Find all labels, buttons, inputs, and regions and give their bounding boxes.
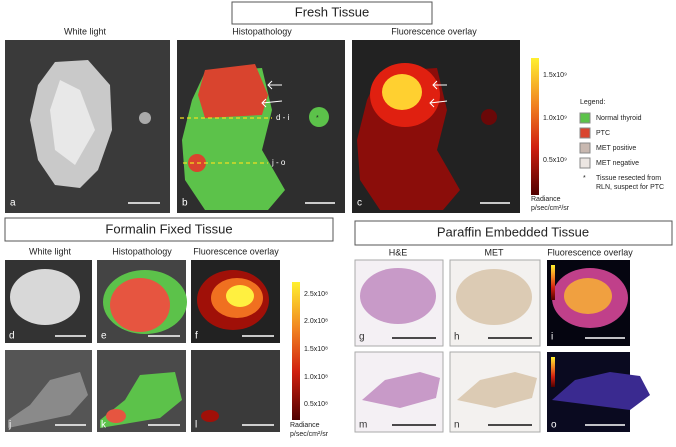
column-label: MET <box>485 247 505 257</box>
legend-title: Legend: <box>580 99 605 106</box>
tissue <box>456 269 532 325</box>
fluorescence <box>226 285 254 307</box>
legend-item: Normal thyroid <box>596 115 642 122</box>
legend-swatch <box>579 127 591 139</box>
colorbar-tick: 1.5x10⁸ <box>304 346 328 353</box>
column-label: Histopathology <box>232 26 292 36</box>
arrows <box>261 80 283 108</box>
ptc <box>106 409 126 423</box>
panel-b: * d - i j - o b <box>177 40 345 213</box>
colorbar <box>551 265 555 300</box>
fluorescence <box>382 74 422 110</box>
colorbar <box>551 357 555 387</box>
panel-letter: f <box>195 331 198 342</box>
tissue <box>50 80 95 165</box>
annotation: d - i <box>276 113 290 122</box>
section-title: Formalin Fixed Tissue <box>105 221 232 236</box>
panel-letter: n <box>454 420 460 431</box>
ptc <box>198 64 268 118</box>
legend-item: MET negative <box>596 160 639 167</box>
panel-letter: k <box>101 420 107 431</box>
column-label: Fluorescence overlay <box>193 246 279 256</box>
legend-swatch <box>579 142 591 154</box>
legend-item: MET positive <box>596 145 636 152</box>
tissue <box>139 112 151 124</box>
asterisk: * <box>316 115 319 122</box>
column-label: Histopathology <box>112 246 172 256</box>
section-box <box>231 1 433 25</box>
legend-symbol: * <box>583 175 586 182</box>
colorbar-tick: 1.0x10⁸ <box>304 374 328 381</box>
fluorescence <box>201 410 219 422</box>
colorbar-tick: 1.5x10⁹ <box>543 72 567 79</box>
annotation: j - o <box>271 158 286 167</box>
tissue <box>8 372 88 428</box>
section-title: Paraffin Embedded Tissue <box>437 224 589 239</box>
panel-letter: b <box>182 198 188 209</box>
panel-letter: l <box>195 420 197 431</box>
legend-note: Tissue resected from <box>596 175 661 182</box>
panel-letter: o <box>551 420 557 431</box>
colorbar <box>292 282 300 420</box>
fluorescence <box>552 372 650 410</box>
tissue <box>362 372 440 408</box>
ptc <box>110 278 170 332</box>
fluorescence <box>564 278 612 314</box>
colorbar <box>531 58 539 195</box>
panel-letter: i <box>551 332 553 343</box>
colorbar-caption: Radiance <box>531 196 561 203</box>
colorbar-tick: 2.0x10⁸ <box>304 318 328 325</box>
tissue <box>457 372 537 408</box>
panel-letter: d <box>9 331 15 342</box>
panel-letter: e <box>101 331 107 342</box>
tissue <box>360 268 436 324</box>
column-label: H&E <box>389 247 408 257</box>
colorbar-tick: 1.0x10⁹ <box>543 115 567 122</box>
column-label: Fluorescence overlay <box>391 26 477 36</box>
fluorescence <box>481 109 497 125</box>
arrows <box>429 80 448 108</box>
colorbar-caption: p/sec/cm²/sr <box>290 431 329 438</box>
colorbar-tick: 0.5x10⁹ <box>543 157 567 164</box>
panel-letter: h <box>454 332 460 343</box>
panel-letter: c <box>357 198 362 209</box>
column-label: Fluorescence overlay <box>547 247 633 257</box>
legend-swatch <box>579 112 591 124</box>
tissue <box>10 269 80 325</box>
panel-letter: a <box>10 198 16 209</box>
colorbar-tick: 2.5x10⁸ <box>304 291 328 298</box>
section-box <box>354 220 673 246</box>
panel-c: c <box>352 40 520 213</box>
colorbar-caption: p/sec/cm²/sr <box>531 205 570 212</box>
panel-a: a <box>5 40 170 213</box>
panel-letter: j <box>8 420 11 431</box>
colorbar-tick: 0.5x10⁸ <box>304 401 328 408</box>
normal-thyroid <box>309 107 329 127</box>
panel-letter: g <box>359 332 365 343</box>
column-label: White light <box>29 246 72 256</box>
legend-swatch <box>579 157 591 169</box>
colorbar-caption: Radiance <box>290 422 320 429</box>
legend-item: PTC <box>596 130 610 137</box>
section-title: Fresh Tissue <box>295 4 369 19</box>
legend-note: RLN, suspect for PTC <box>596 184 664 191</box>
panel-letter: m <box>359 420 367 431</box>
legend: Legend: Normal thyroid PTC MET positive … <box>579 99 664 191</box>
section-box <box>4 217 334 242</box>
column-label: White light <box>64 26 107 36</box>
